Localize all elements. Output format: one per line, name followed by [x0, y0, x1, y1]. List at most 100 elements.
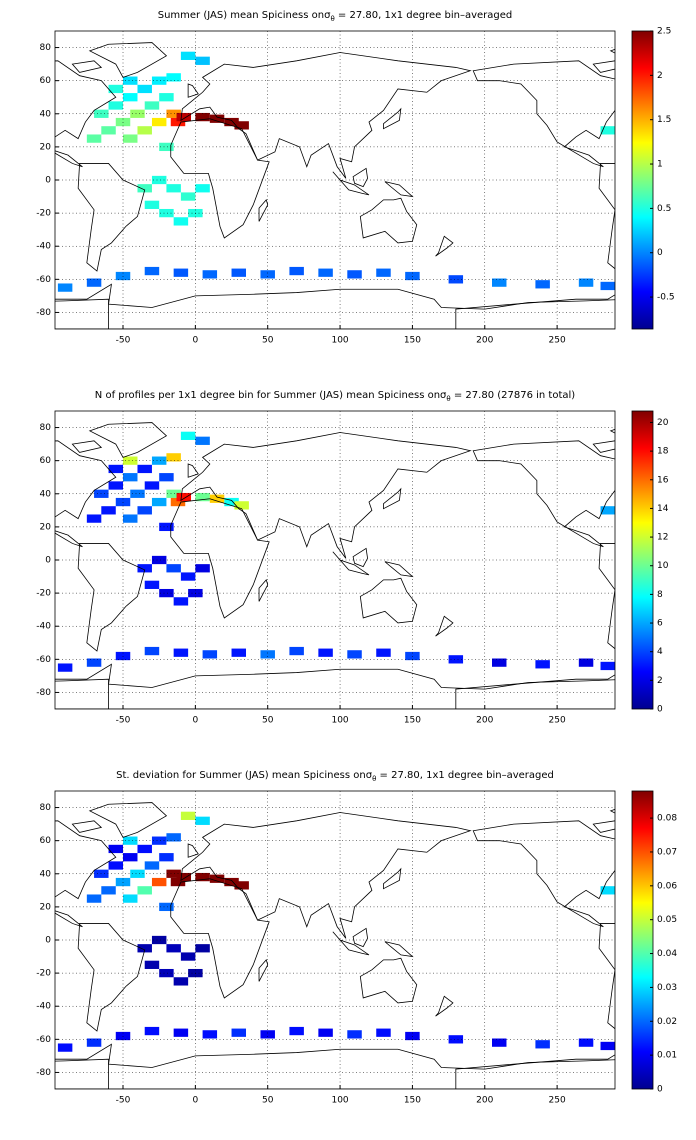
colorbar — [631, 30, 654, 330]
y-tick-label: -40 — [36, 1002, 51, 1012]
data-cell — [173, 977, 189, 986]
data-cell — [578, 1038, 594, 1047]
title-part: Summer (JAS) mean Spiciness on — [158, 10, 324, 21]
coastline — [592, 60, 615, 73]
data-cell — [144, 266, 160, 276]
colorbar-tick-label: 1.5 — [657, 115, 671, 125]
data-cell — [231, 1028, 247, 1037]
data-cell — [123, 93, 138, 102]
data-cell — [195, 184, 210, 193]
data-cell — [151, 836, 167, 845]
coastline — [187, 843, 199, 858]
map-panel: Summer (JAS) mean Spiciness onσθ = 27.80… — [36, 10, 696, 346]
coastline — [170, 878, 270, 999]
colorbar-tick-label: 14 — [657, 504, 669, 514]
data-cell — [86, 514, 102, 523]
data-cell — [600, 661, 615, 671]
coastline — [71, 820, 103, 833]
plot-area — [55, 422, 615, 709]
coastline — [598, 163, 615, 270]
chart-title: N of profiles per 1x1 degree bin for Sum… — [95, 390, 575, 403]
data-cell — [123, 456, 138, 465]
y-tick-label: 80 — [40, 423, 52, 433]
data-cell — [137, 126, 152, 135]
data-cell — [260, 650, 275, 659]
coastline — [359, 197, 418, 244]
data-cell — [123, 76, 138, 85]
data-cell — [180, 572, 196, 581]
data-cell — [289, 266, 304, 276]
data-cell — [535, 1040, 550, 1049]
data-cell — [195, 872, 210, 882]
colorbar-tick-label: 0.07 — [657, 847, 677, 857]
colorbar-tick-label: 0.06 — [657, 881, 677, 891]
data-cell — [176, 492, 192, 502]
data-cell — [376, 1028, 391, 1037]
data-cell — [170, 877, 186, 887]
y-tick-label: 40 — [40, 869, 52, 879]
axes-frame — [54, 410, 616, 710]
y-tick-label: -20 — [36, 969, 51, 979]
data-cell — [159, 473, 174, 482]
data-cell — [86, 278, 102, 287]
data-cell — [101, 126, 116, 135]
colorbar-tick-label: 8 — [657, 590, 663, 600]
data-cell — [86, 658, 102, 667]
data-cell — [195, 112, 210, 122]
data-cell — [123, 894, 138, 903]
x-tick-label: 100 — [331, 716, 348, 726]
coastline — [55, 440, 117, 548]
coastline — [55, 820, 117, 928]
colorbar-tick-label: 0 — [657, 705, 663, 715]
data-cell — [123, 836, 138, 845]
data-cell — [173, 268, 189, 277]
data-cell — [166, 564, 181, 573]
data-cell — [209, 114, 225, 123]
data-cell — [376, 268, 391, 277]
data-cell — [151, 877, 167, 887]
coastline — [332, 171, 370, 196]
data-cell — [144, 101, 160, 110]
data-cell — [86, 1038, 102, 1047]
coastline — [598, 543, 615, 650]
data-cell — [209, 494, 225, 503]
data-cell — [260, 270, 275, 279]
title-part: St. deviation for Summer (JAS) mean Spic… — [116, 770, 366, 781]
y-tick-label: -60 — [36, 1035, 51, 1045]
data-cell — [108, 844, 124, 854]
data-cell — [137, 886, 152, 895]
coastline — [352, 547, 368, 568]
data-cell — [137, 506, 152, 515]
title-part: σ — [440, 390, 447, 401]
y-tick-label: 20 — [40, 142, 52, 152]
data-cell — [151, 456, 167, 465]
y-tick-label: 20 — [40, 902, 52, 912]
data-cell — [151, 175, 167, 185]
data-cell — [347, 270, 362, 279]
coastline — [187, 83, 199, 98]
data-cell — [195, 56, 210, 65]
data-cell — [289, 646, 304, 656]
x-tick-label: 250 — [549, 716, 566, 726]
data-cell — [57, 1043, 73, 1052]
coastline — [692, 879, 696, 998]
data-cell — [376, 648, 391, 657]
data-cell — [202, 1030, 218, 1039]
data-cell — [166, 833, 181, 842]
coastline — [692, 119, 696, 238]
data-cell — [224, 117, 239, 127]
x-tick-label: 250 — [549, 336, 566, 346]
title-part: θ — [372, 775, 376, 783]
coastline — [383, 867, 402, 890]
y-tick-label: -20 — [36, 589, 51, 599]
data-cell — [347, 1030, 362, 1039]
chart-title: St. deviation for Summer (JAS) mean Spic… — [116, 770, 554, 783]
x-tick-label: -50 — [116, 1096, 131, 1106]
data-cell — [209, 874, 225, 883]
data-cell — [195, 944, 210, 953]
data-cell — [151, 76, 167, 85]
coastline — [384, 561, 414, 578]
data-cell — [289, 1026, 304, 1036]
